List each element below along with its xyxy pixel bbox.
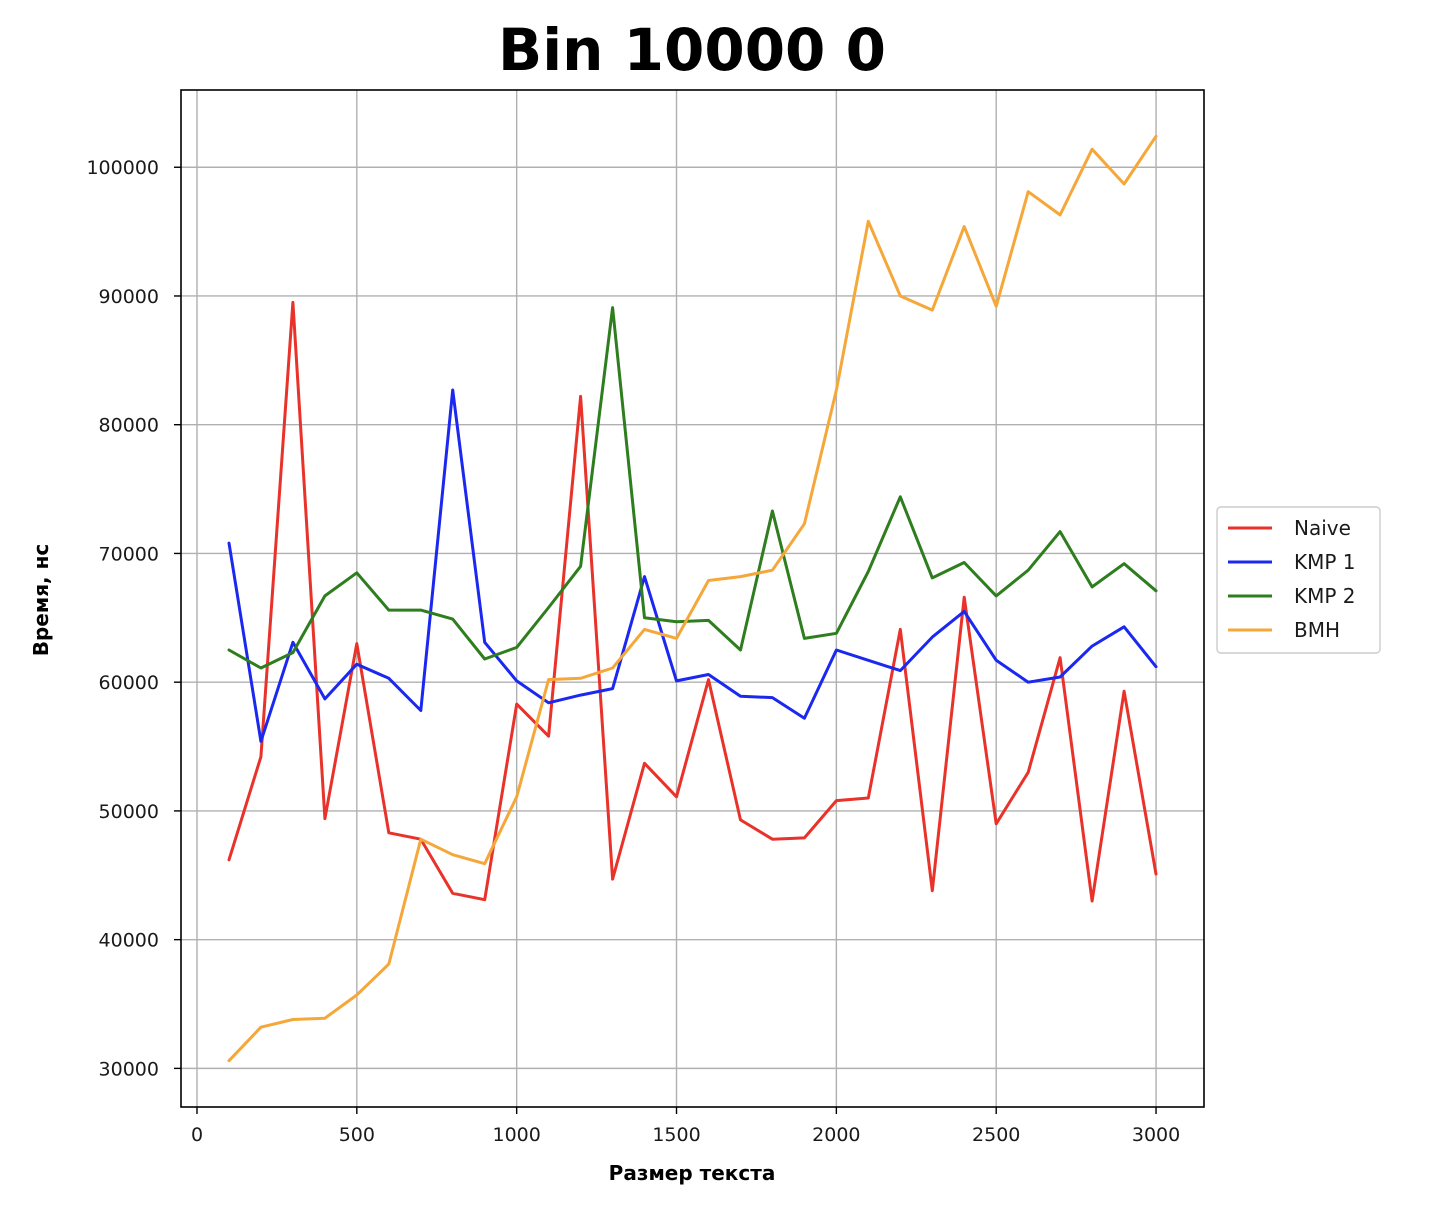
y-tick-label: 40000 (99, 930, 159, 952)
y-tick-label: 60000 (99, 672, 159, 694)
legend-box (1216, 506, 1381, 654)
legend-label: KMP 2 (1294, 584, 1356, 608)
x-tick-label: 1500 (652, 1124, 700, 1146)
y-tick-label: 70000 (99, 543, 159, 565)
plot-area-frame (180, 89, 1205, 1108)
legend: Naive KMP 1 KMP 2 BMH (1216, 506, 1381, 654)
grid-lines (181, 90, 1204, 1107)
y-tick-label: 90000 (99, 286, 159, 308)
series-line-naive (227, 300, 1158, 903)
x-tick-label: 2500 (972, 1124, 1020, 1146)
series-line-kmp-2 (227, 306, 1158, 670)
x-tick-label: 500 (339, 1124, 375, 1146)
x-axis-title: Размер текста (609, 1161, 776, 1185)
series-line-kmp-1 (227, 388, 1158, 743)
axis-ticks: 0 500 1000 1500 2000 2500 3000 30000 40000 50000 6… (86, 157, 1180, 1146)
x-tick-label: 2000 (812, 1124, 860, 1146)
legend-label: KMP 1 (1294, 550, 1356, 574)
chart-title: Bin 10000 0 (498, 16, 886, 84)
series-line-bmh (227, 134, 1158, 1063)
y-tick-label: 30000 (99, 1058, 159, 1080)
y-tick-label: 50000 (99, 801, 159, 823)
y-tick-label: 100000 (86, 157, 159, 179)
legend-label: BMH (1294, 618, 1340, 642)
series-lines (227, 134, 1158, 1063)
x-tick-label: 0 (191, 1124, 203, 1146)
legend-label: Naive (1294, 516, 1351, 540)
x-tick-label: 3000 (1132, 1124, 1180, 1146)
y-axis-title: Время, нс (29, 544, 53, 657)
x-tick-label: 1000 (492, 1124, 540, 1146)
y-tick-label: 80000 (99, 415, 159, 437)
